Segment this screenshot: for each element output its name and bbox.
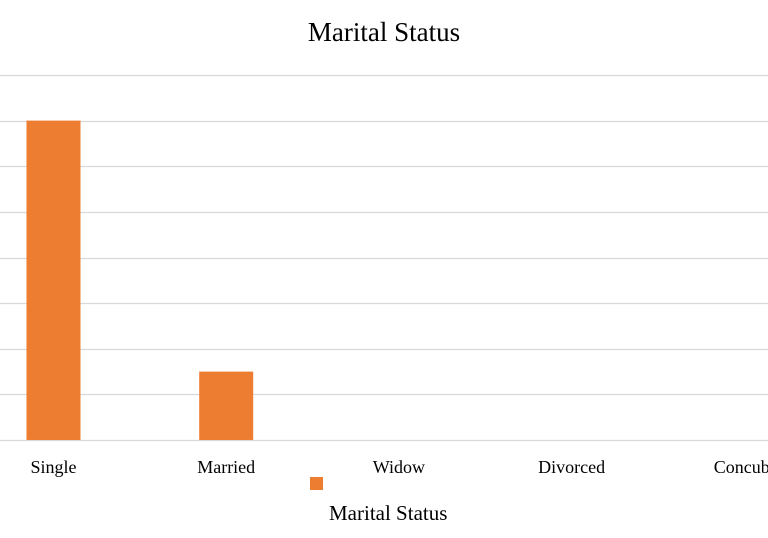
x-tick-label-concubi: Concubi	[714, 457, 768, 477]
x-axis-tick-labels: Single Married Widow Divorced Concubi	[30, 457, 768, 477]
x-tick-label-married: Married	[197, 457, 255, 477]
x-tick-label-widow: Widow	[373, 457, 425, 477]
x-tick-label-divorced: Divorced	[538, 457, 605, 477]
bar-series	[26, 120, 254, 440]
legend-swatch	[310, 477, 323, 490]
legend: Marital Status	[310, 477, 447, 525]
bar-married	[199, 371, 254, 440]
chart-title: Marital Status	[308, 17, 460, 47]
bar-single	[26, 120, 81, 440]
gridlines	[0, 74, 768, 442]
x-tick-label-single: Single	[30, 457, 76, 477]
legend-label: Marital Status	[329, 501, 447, 525]
